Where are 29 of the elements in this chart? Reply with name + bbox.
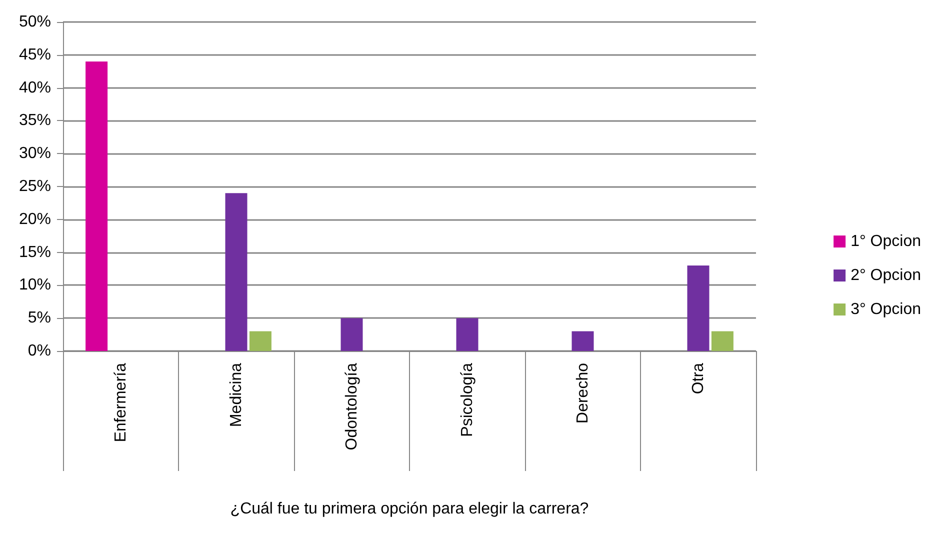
legend-label: 1° Opcion — [850, 233, 921, 250]
bar — [340, 318, 363, 351]
x-tick-label: Odontología — [343, 362, 360, 450]
bar — [711, 331, 734, 351]
y-tick-label: 15% — [18, 244, 51, 261]
bar — [249, 331, 272, 351]
bar — [86, 61, 108, 351]
bar — [572, 331, 594, 351]
y-tick-label: 45% — [18, 46, 51, 64]
x-tick-label: Otra — [690, 362, 707, 394]
y-tick-label: 50% — [18, 14, 51, 30]
y-tick-label: 30% — [18, 145, 51, 162]
bar — [456, 318, 478, 351]
y-tick-label: 25% — [18, 178, 51, 195]
bar — [687, 265, 710, 351]
x-tick-label: Psicología — [458, 362, 476, 437]
x-tick-label: Derecho — [574, 362, 592, 424]
x-axis-title: ¿Cuál fue tu primera opción para elegir la carrera? — [230, 500, 589, 518]
y-tick-label: 40% — [18, 79, 51, 96]
y-tick-label: 5% — [28, 310, 51, 327]
x-tick-label: Enfermería — [112, 362, 130, 442]
y-tick-label: 10% — [18, 276, 51, 294]
y-tick-label: 0% — [28, 342, 51, 360]
bar — [225, 193, 248, 351]
legend-label: 3° Opcion — [850, 301, 921, 318]
legend-label: 2° Opcion — [850, 267, 921, 284]
x-tick-label: Medicina — [228, 362, 245, 428]
y-tick-label: 35% — [18, 112, 51, 130]
y-tick-label: 20% — [18, 210, 51, 228]
